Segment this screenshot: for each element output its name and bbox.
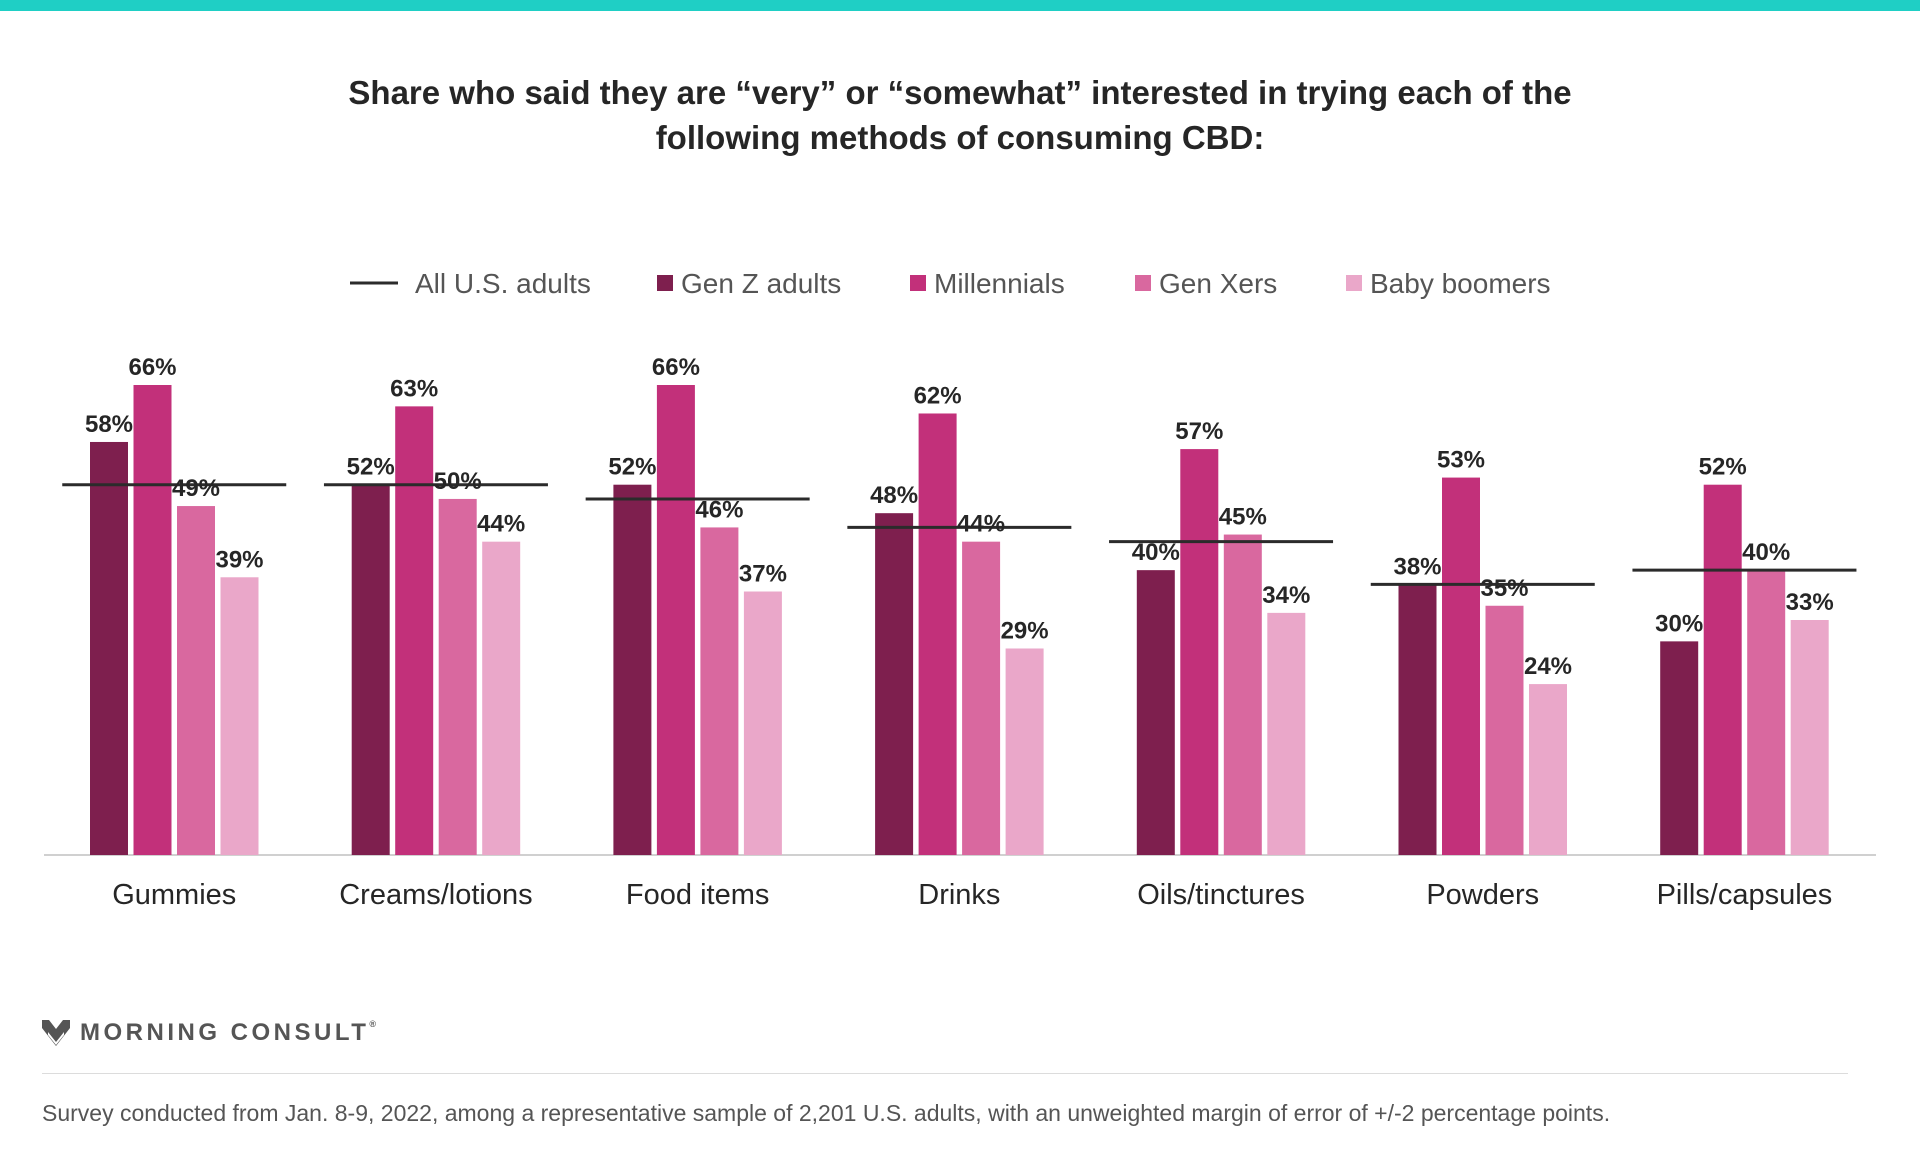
bar-gummies-gen-xers bbox=[177, 506, 215, 855]
data-label-powders-gen-xers: 35% bbox=[1480, 575, 1528, 602]
x-tick-label-gummies: Gummies bbox=[112, 879, 236, 911]
legend-swatch-baby-boomers bbox=[1346, 275, 1362, 291]
bar-chart: All U.S. adults Gen Z adults Millennials Ge… bbox=[44, 268, 1876, 911]
legend-swatch-gen-z-adults bbox=[657, 275, 673, 291]
data-label-drinks-gen-z-adults: 48% bbox=[870, 482, 918, 509]
data-label-drinks-millennials: 62% bbox=[914, 382, 962, 409]
bar-oils-tinctures-millennials bbox=[1180, 449, 1219, 855]
x-tick-label-food-items: Food items bbox=[626, 879, 769, 911]
bar-creams-lotions-baby-boomers bbox=[482, 541, 521, 855]
data-label-oils-tinctures-gen-z-adults: 40% bbox=[1132, 539, 1180, 566]
legend-label-gen-z-adults: Gen Z adults bbox=[681, 268, 841, 299]
legend-label-millennials: Millennials bbox=[934, 268, 1065, 299]
bar-creams-lotions-millennials bbox=[395, 406, 434, 855]
top-accent-bar bbox=[0, 0, 1920, 11]
x-tick-label-drinks: Drinks bbox=[918, 879, 1000, 911]
x-tick-label-powders: Powders bbox=[1426, 879, 1539, 911]
chart-title-line-2: following methods of consuming CBD: bbox=[655, 119, 1265, 156]
footer-divider bbox=[42, 1073, 1848, 1074]
data-label-pills-capsules-millennials: 52% bbox=[1699, 454, 1747, 481]
x-tick-label-pills-capsules: Pills/capsules bbox=[1657, 879, 1833, 911]
bar-gummies-baby-boomers bbox=[220, 577, 259, 855]
bar-powders-gen-xers bbox=[1485, 605, 1524, 855]
data-label-creams-lotions-gen-z-adults: 52% bbox=[347, 454, 395, 481]
bar-drinks-baby-boomers bbox=[1005, 648, 1044, 855]
bar-creams-lotions-gen-xers bbox=[438, 498, 477, 855]
data-label-drinks-gen-xers: 44% bbox=[957, 511, 1005, 538]
bar-food-items-baby-boomers bbox=[743, 591, 782, 855]
data-label-oils-tinctures-baby-boomers: 34% bbox=[1262, 582, 1310, 609]
bar-creams-lotions-gen-z-adults bbox=[351, 484, 390, 855]
data-label-pills-capsules-gen-xers: 40% bbox=[1742, 539, 1790, 566]
legend-swatch-gen-xers bbox=[1135, 275, 1151, 291]
data-label-food-items-baby-boomers: 37% bbox=[739, 561, 787, 588]
data-label-food-items-gen-xers: 46% bbox=[695, 496, 743, 523]
bar-food-items-gen-z-adults bbox=[613, 484, 652, 855]
data-label-oils-tinctures-millennials: 57% bbox=[1175, 418, 1223, 445]
legend-swatch-millennials bbox=[910, 275, 926, 291]
data-label-powders-millennials: 53% bbox=[1437, 447, 1485, 474]
bar-gummies-gen-z-adults bbox=[90, 441, 128, 855]
survey-footnote: Survey conducted from Jan. 8-9, 2022, am… bbox=[42, 1100, 1611, 1126]
data-label-pills-capsules-baby-boomers: 33% bbox=[1786, 589, 1834, 616]
bar-food-items-gen-xers bbox=[700, 527, 739, 855]
data-label-powders-baby-boomers: 24% bbox=[1524, 653, 1572, 680]
data-label-gummies-baby-boomers: 39% bbox=[215, 546, 263, 573]
data-label-food-items-gen-z-adults: 52% bbox=[608, 454, 656, 481]
data-label-gummies-millennials: 66% bbox=[128, 354, 176, 381]
bar-drinks-millennials bbox=[918, 413, 957, 855]
bar-pills-capsules-baby-boomers bbox=[1790, 620, 1829, 855]
x-tick-label-oils-tinctures: Oils/tinctures bbox=[1137, 879, 1305, 911]
brand-logo: MORNING CONSULT® bbox=[42, 1016, 376, 1050]
data-label-food-items-millennials: 66% bbox=[652, 354, 700, 381]
bar-powders-baby-boomers bbox=[1529, 684, 1567, 855]
data-label-powders-gen-z-adults: 38% bbox=[1393, 553, 1441, 580]
data-label-creams-lotions-gen-xers: 50% bbox=[434, 468, 482, 495]
legend-label-gen-xers: Gen Xers bbox=[1159, 268, 1277, 299]
legend-label-baby-boomers: Baby boomers bbox=[1370, 268, 1551, 299]
bar-pills-capsules-gen-xers bbox=[1747, 570, 1786, 855]
x-tick-label-creams-lotions: Creams/lotions bbox=[339, 879, 532, 911]
bar-food-items-millennials bbox=[656, 385, 695, 855]
data-label-creams-lotions-baby-boomers: 44% bbox=[477, 511, 525, 538]
bar-drinks-gen-xers bbox=[962, 541, 1001, 855]
bar-powders-gen-z-adults bbox=[1398, 584, 1437, 855]
chart-title: Share who said they are “very” or “somew… bbox=[160, 70, 1760, 160]
bar-oils-tinctures-baby-boomers bbox=[1267, 612, 1306, 855]
bar-gummies-millennials bbox=[133, 385, 172, 855]
bar-oils-tinctures-gen-z-adults bbox=[1136, 570, 1175, 855]
data-label-gummies-gen-z-adults: 58% bbox=[85, 411, 133, 438]
data-label-pills-capsules-gen-z-adults: 30% bbox=[1655, 610, 1703, 637]
bar-pills-capsules-millennials bbox=[1703, 484, 1742, 855]
legend-label-all-us-adults: All U.S. adults bbox=[415, 268, 591, 299]
bar-powders-millennials bbox=[1442, 477, 1480, 855]
brand-name: MORNING CONSULT® bbox=[80, 1019, 377, 1046]
bar-pills-capsules-gen-z-adults bbox=[1660, 641, 1699, 855]
data-label-drinks-baby-boomers: 29% bbox=[1001, 617, 1049, 644]
data-label-creams-lotions-millennials: 63% bbox=[390, 375, 438, 402]
bar-oils-tinctures-gen-xers bbox=[1223, 534, 1262, 855]
chart-title-line-1: Share who said they are “very” or “somew… bbox=[348, 74, 1572, 111]
data-label-gummies-gen-xers: 49% bbox=[172, 475, 220, 502]
morning-consult-logo-icon bbox=[42, 1020, 70, 1046]
bar-drinks-gen-z-adults bbox=[875, 513, 914, 855]
data-label-oils-tinctures-gen-xers: 45% bbox=[1219, 504, 1267, 531]
